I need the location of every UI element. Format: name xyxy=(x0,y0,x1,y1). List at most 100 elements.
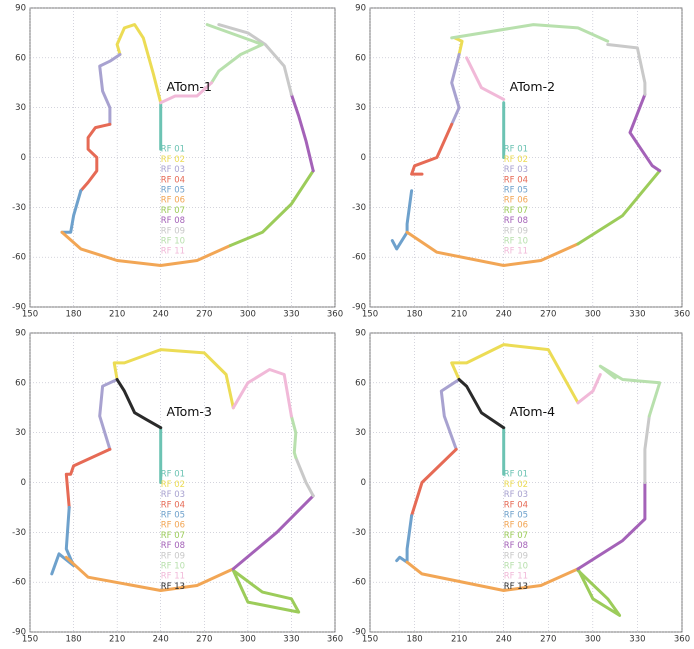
legend-entry: RF 13 xyxy=(161,582,185,592)
legend-entry: RF 02 xyxy=(161,480,185,490)
legend-entry: RF 06 xyxy=(504,196,528,206)
plot-area xyxy=(29,7,336,308)
legend-entry: RF 08 xyxy=(161,541,185,551)
flight-track xyxy=(643,414,651,484)
x-tick-label: 330 xyxy=(283,310,299,320)
x-tick-label: 360 xyxy=(674,310,690,320)
x-tick-label: 360 xyxy=(327,310,343,320)
y-tick-label: 0 xyxy=(361,478,366,488)
legend-entry: RF 01 xyxy=(161,470,185,480)
panel-title: ATom-3 xyxy=(167,404,212,419)
y-tick-label: 0 xyxy=(21,153,26,163)
y-tick-label: 60 xyxy=(15,378,26,388)
panel: 150 180 210 240 270 300 330 360 -90 -60 -30 0 30 60 90… xyxy=(352,329,690,645)
y-tick-label: -90 xyxy=(352,628,366,638)
legend-entry: RF 05 xyxy=(161,185,185,195)
legend-entry: RF 04 xyxy=(161,175,185,185)
flight-track xyxy=(228,169,315,247)
legend-entry: RF 04 xyxy=(504,175,528,185)
flight-track xyxy=(231,368,293,418)
y-tick-label: 60 xyxy=(355,53,366,63)
panel: 150 180 210 240 270 300 330 360 -90 -60 -30 0 30 60 90… xyxy=(12,4,343,320)
x-tick-label: 180 xyxy=(65,635,81,645)
flight-track xyxy=(64,555,235,592)
x-tick-label: 240 xyxy=(496,310,512,320)
y-tick-label: -90 xyxy=(352,303,366,313)
legend-entry: RF 03 xyxy=(504,490,528,500)
legend-entry: RF 13 xyxy=(504,582,528,592)
legend-entry: RF 02 xyxy=(161,155,185,165)
flight-track xyxy=(289,414,298,460)
flight-track xyxy=(405,560,580,592)
x-tick-label: 330 xyxy=(629,635,645,645)
flight-track xyxy=(112,348,235,410)
y-tick-label: 30 xyxy=(355,103,366,113)
x-tick-label: 240 xyxy=(496,635,512,645)
y-tick-label: 60 xyxy=(15,53,26,63)
y-tick-label: -30 xyxy=(12,528,26,538)
legend-entry: RF 09 xyxy=(161,226,185,236)
flight-track xyxy=(115,23,163,105)
legend-entry: RF 08 xyxy=(161,216,185,226)
x-tick-label: 270 xyxy=(540,310,556,320)
x-tick-label: 270 xyxy=(540,635,556,645)
x-tick-label: 150 xyxy=(362,635,378,645)
legend-entry: RF 03 xyxy=(161,490,185,500)
legend-entry: RF 06 xyxy=(161,521,185,531)
flight-track xyxy=(576,567,622,617)
flight-track xyxy=(205,23,264,85)
flight-track xyxy=(115,378,163,430)
legend-entry: RF 07 xyxy=(161,531,185,541)
flight-track xyxy=(98,53,122,126)
legend-entry: RF 02 xyxy=(504,155,528,165)
legend-entry: RF 05 xyxy=(504,185,528,195)
panel-title: ATom-2 xyxy=(510,79,555,94)
x-tick-label: 210 xyxy=(109,310,125,320)
x-tick-label: 150 xyxy=(22,635,38,645)
y-tick-label: 90 xyxy=(15,329,26,339)
flight-track xyxy=(294,456,315,498)
x-tick-label: 180 xyxy=(406,310,422,320)
flight-track xyxy=(606,43,647,96)
flight-track xyxy=(60,189,83,234)
flight-track xyxy=(450,343,580,405)
y-tick-label: -30 xyxy=(352,528,366,538)
legend-entry: RF 01 xyxy=(504,145,528,155)
flight-track xyxy=(405,230,580,267)
y-tick-label: -60 xyxy=(352,253,366,263)
legend-entry: RF 07 xyxy=(504,206,528,216)
panel: 150 180 210 240 270 300 330 360 -90 -60 -30 0 30 60 90… xyxy=(12,329,343,645)
y-tick-label: 30 xyxy=(15,103,26,113)
flight-track xyxy=(98,378,119,451)
y-tick-label: -60 xyxy=(12,253,26,263)
legend-entry: RF 01 xyxy=(161,145,185,155)
y-tick-label: -30 xyxy=(352,203,366,213)
flight-track xyxy=(79,122,112,193)
flight-track xyxy=(410,122,454,176)
legend-entry: RF 07 xyxy=(504,531,528,541)
legend-entry: RF 11 xyxy=(161,247,185,257)
x-tick-label: 240 xyxy=(153,310,169,320)
flight-track xyxy=(217,23,293,96)
legend-entry: RF 07 xyxy=(161,206,185,216)
legend-entry: RF 08 xyxy=(504,216,528,226)
y-tick-label: -90 xyxy=(12,303,26,313)
legend-entry: RF 10 xyxy=(161,561,185,571)
x-tick-label: 360 xyxy=(327,635,343,645)
y-tick-label: 0 xyxy=(361,153,366,163)
x-tick-label: 330 xyxy=(629,310,645,320)
legend-entry: RF 01 xyxy=(504,470,528,480)
flight-track xyxy=(60,230,232,267)
x-tick-label: 270 xyxy=(196,310,212,320)
y-tick-label: 90 xyxy=(355,4,366,14)
y-tick-label: -60 xyxy=(12,578,26,588)
x-tick-label: 300 xyxy=(585,310,601,320)
x-tick-label: 360 xyxy=(674,635,690,645)
x-tick-label: 210 xyxy=(451,310,467,320)
legend-entry: RF 02 xyxy=(504,480,528,490)
legend-entry: RF 10 xyxy=(161,236,185,246)
flight-track xyxy=(457,378,506,430)
flight-track xyxy=(439,378,461,451)
legend-entry: RF 05 xyxy=(161,510,185,520)
flight-track xyxy=(289,92,315,173)
